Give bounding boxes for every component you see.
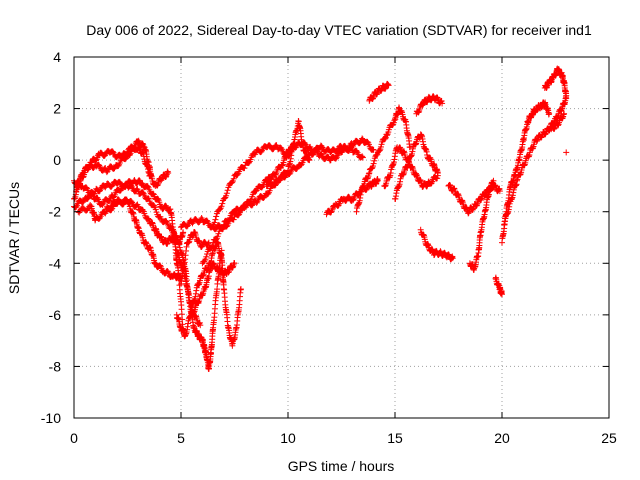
data-point bbox=[93, 157, 100, 164]
axis-ticks bbox=[73, 56, 610, 419]
y-tick-label: -6 bbox=[49, 307, 62, 323]
x-axis-label: GPS time / hours bbox=[288, 458, 395, 474]
data-point bbox=[139, 207, 146, 214]
data-point bbox=[96, 162, 103, 169]
series-sat-track-5 bbox=[75, 196, 187, 247]
series-sat-track-11 bbox=[178, 141, 298, 233]
data-point bbox=[75, 179, 82, 186]
y-tick-labels: -10 -8 -6 -4 -2 0 2 4 bbox=[41, 49, 61, 426]
data-point bbox=[163, 203, 170, 210]
data-point bbox=[563, 149, 570, 156]
data-point bbox=[224, 187, 231, 194]
data-point bbox=[102, 184, 109, 191]
data-point bbox=[205, 240, 212, 247]
y-tick-label: 4 bbox=[53, 49, 61, 65]
data-point bbox=[163, 218, 170, 225]
data-point bbox=[94, 195, 101, 202]
series-sat-track-6 bbox=[103, 196, 187, 334]
series-sat-track-19 bbox=[413, 93, 446, 117]
data-point bbox=[371, 157, 378, 164]
data-point bbox=[130, 145, 137, 152]
y-tick-label: 2 bbox=[53, 101, 61, 117]
series-sat-track-26 bbox=[541, 65, 570, 99]
y-tick-label: -4 bbox=[49, 255, 62, 271]
data-point bbox=[150, 190, 157, 197]
data-point bbox=[84, 195, 91, 202]
series-sat-track-20 bbox=[417, 226, 456, 263]
data-point bbox=[237, 286, 244, 293]
data-point bbox=[155, 195, 162, 202]
data-point bbox=[96, 187, 103, 194]
data-point bbox=[151, 202, 158, 209]
x-tick-labels: 0 5 10 15 20 25 bbox=[70, 430, 617, 446]
x-tick-label: 10 bbox=[280, 430, 296, 446]
chart-title: Day 006 of 2022, Sidereal Day-to-day VTE… bbox=[86, 22, 592, 38]
y-tick-label: 0 bbox=[53, 152, 61, 168]
data-points bbox=[71, 65, 570, 373]
data-point bbox=[148, 172, 155, 179]
data-point bbox=[145, 215, 152, 222]
data-point bbox=[214, 286, 221, 293]
series-sat-track-16 bbox=[366, 80, 392, 104]
series-sat-track-22 bbox=[466, 177, 497, 274]
data-point bbox=[88, 159, 95, 166]
data-point bbox=[80, 198, 87, 205]
y-tick-label: -10 bbox=[41, 410, 61, 426]
data-point bbox=[165, 170, 172, 177]
x-tick-label: 25 bbox=[601, 430, 617, 446]
y-tick-label: -8 bbox=[49, 358, 62, 374]
data-point bbox=[219, 200, 226, 207]
series-sat-track-4 bbox=[71, 177, 212, 287]
series-sat-track-3 bbox=[71, 178, 204, 329]
data-point bbox=[117, 187, 124, 194]
series-sat-track-14 bbox=[323, 176, 381, 218]
series-sat-track-23 bbox=[492, 274, 505, 298]
series-sat-track-18 bbox=[392, 131, 441, 202]
data-point bbox=[87, 202, 94, 209]
data-point bbox=[135, 203, 142, 210]
x-tick-label: 5 bbox=[177, 430, 185, 446]
series-outlier bbox=[563, 149, 570, 156]
grid-lines bbox=[74, 57, 609, 418]
x-tick-label: 15 bbox=[387, 430, 403, 446]
data-point bbox=[144, 183, 151, 190]
data-point bbox=[123, 151, 130, 158]
data-point bbox=[152, 206, 159, 213]
y-axis-label: SDTVAR / TECUs bbox=[6, 182, 22, 294]
data-point bbox=[178, 311, 185, 318]
y-tick-label: -2 bbox=[49, 204, 62, 220]
data-point bbox=[213, 213, 220, 220]
data-point bbox=[85, 164, 92, 171]
data-point bbox=[180, 229, 187, 236]
x-tick-label: 0 bbox=[70, 430, 78, 446]
data-point bbox=[199, 243, 206, 250]
plot-frame bbox=[73, 56, 610, 419]
data-point bbox=[197, 322, 204, 329]
x-tick-label: 20 bbox=[494, 430, 510, 446]
